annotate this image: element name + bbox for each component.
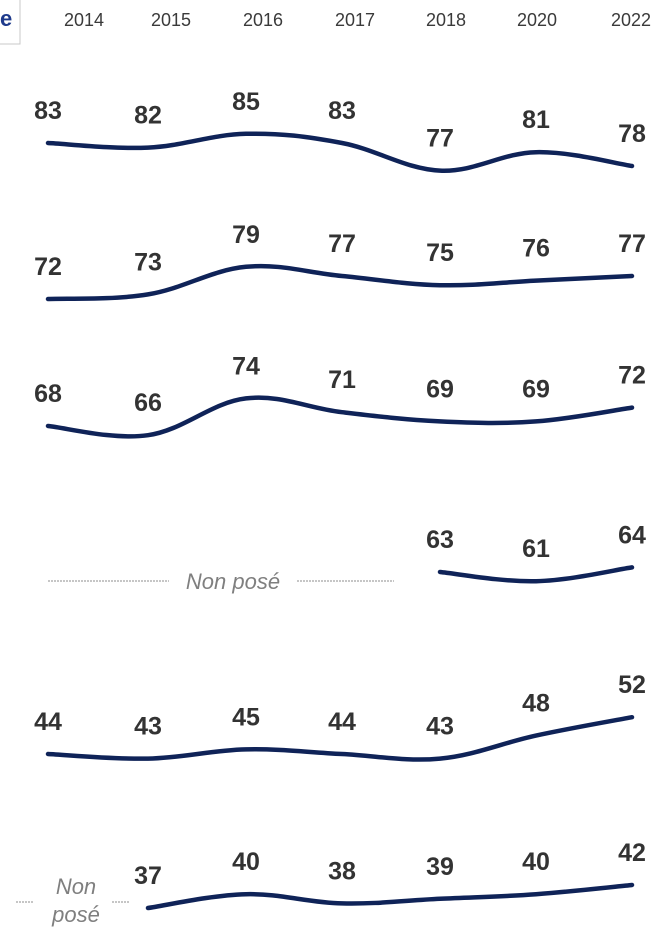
- data-label: 44: [34, 708, 62, 736]
- data-label: 69: [426, 375, 454, 403]
- data-label: 76: [522, 235, 550, 263]
- corner-box: [0, 0, 21, 45]
- not-asked-label: Non: [56, 874, 96, 899]
- data-label: 38: [328, 857, 356, 885]
- data-label: 74: [232, 352, 260, 380]
- data-label: 82: [134, 102, 162, 130]
- data-label: 75: [426, 239, 454, 267]
- data-label: 83: [34, 97, 62, 125]
- data-label: 77: [328, 230, 356, 258]
- x-tick-label: 2015: [151, 10, 191, 30]
- series-row: 72 73 79 77 75 76 77: [34, 221, 646, 302]
- data-label: 71: [328, 366, 356, 394]
- data-label: 73: [134, 248, 162, 276]
- series-rows: 83 82 85 83 77 81 78 72 73 79 77 75 76 77 68 66 74 71 69 69…: [16, 88, 646, 927]
- data-label: 45: [232, 703, 260, 731]
- data-label: 40: [232, 848, 260, 876]
- data-label: 78: [618, 120, 646, 148]
- series-line: [437, 565, 635, 584]
- series-line: [45, 131, 635, 173]
- data-label: 40: [522, 848, 550, 876]
- x-axis-ticks: 2014 2015 2016 2017 2018 2020 2022: [64, 10, 651, 30]
- data-label: 63: [426, 526, 454, 554]
- data-label: 81: [522, 106, 550, 134]
- x-tick-label: 2016: [243, 10, 283, 30]
- data-label: 52: [618, 671, 646, 699]
- series-line: [45, 395, 635, 439]
- data-label: 69: [522, 375, 550, 403]
- data-label: 68: [34, 380, 62, 408]
- x-tick-label: 2014: [64, 10, 104, 30]
- x-tick-label: 2017: [335, 10, 375, 30]
- series-line: [45, 714, 635, 762]
- data-label: 77: [618, 230, 646, 258]
- data-label: 48: [522, 690, 550, 718]
- data-label: 72: [618, 362, 646, 390]
- x-tick-label: 2020: [517, 10, 557, 30]
- series-row: 37 40 38 39 40 42 Non posé: [16, 839, 646, 927]
- data-label: 37: [134, 862, 162, 890]
- data-label: 61: [522, 535, 550, 563]
- series-row: 68 66 74 71 69 69 72: [34, 352, 646, 439]
- series-line: [45, 263, 635, 302]
- data-label: 77: [426, 125, 454, 153]
- data-label: 42: [618, 839, 646, 867]
- x-tick-label: 2018: [426, 10, 466, 30]
- corner-label: e: [0, 6, 12, 31]
- series-row: 63 61 64 Non posé: [48, 521, 646, 594]
- data-label: 64: [618, 521, 646, 549]
- data-label: 79: [232, 221, 260, 249]
- x-tick-label: 2022: [611, 10, 651, 30]
- data-label: 43: [426, 713, 454, 741]
- series-row: 44 43 45 44 43 48 52: [34, 671, 646, 762]
- data-label: 43: [134, 713, 162, 741]
- not-asked-label: Non posé: [186, 569, 280, 594]
- data-label: 83: [328, 97, 356, 125]
- data-label: 39: [426, 853, 454, 881]
- series-row: 83 82 85 83 77 81 78: [34, 88, 646, 173]
- data-label: 44: [328, 708, 356, 736]
- data-label: 66: [134, 389, 162, 417]
- not-asked-label: posé: [51, 902, 100, 927]
- data-label: 72: [34, 253, 62, 281]
- data-label: 85: [232, 88, 260, 116]
- series-line: [145, 882, 635, 911]
